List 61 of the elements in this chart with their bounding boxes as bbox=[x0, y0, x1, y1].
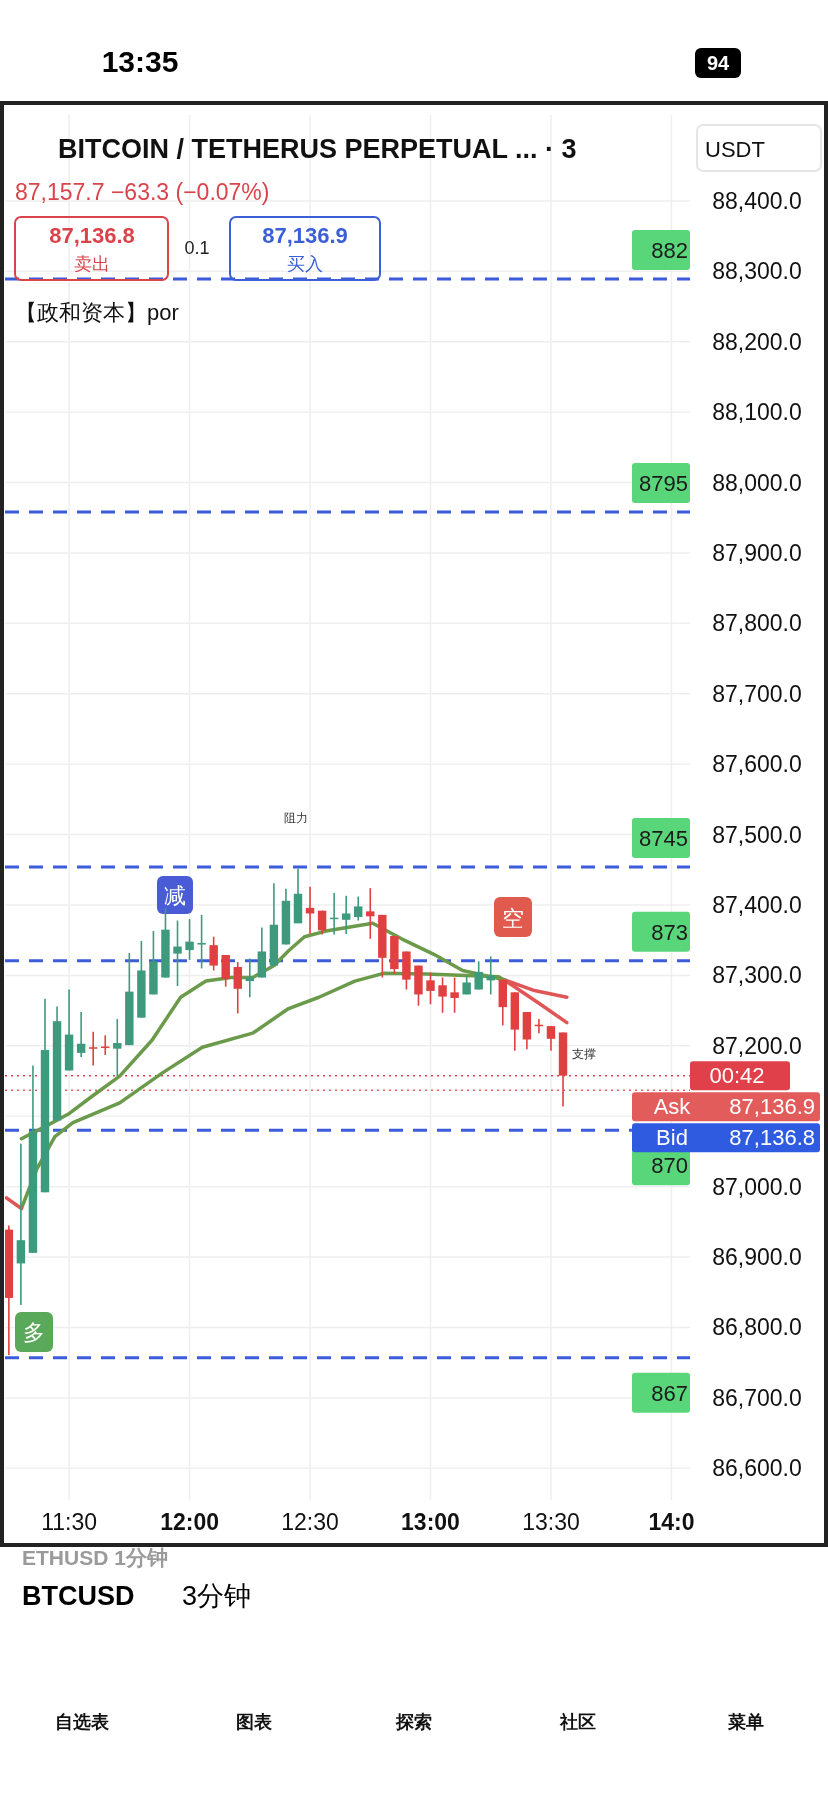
y-tick-label: 87,900.0 bbox=[712, 539, 802, 566]
annotation: 8795 bbox=[639, 471, 688, 497]
y-tick-label: 87,800.0 bbox=[712, 610, 802, 637]
annotation: 0.1 bbox=[184, 238, 210, 258]
text: 探索 bbox=[395, 1712, 432, 1732]
y-tick-label: 87,600.0 bbox=[712, 751, 802, 778]
y-tick-label: 86,900.0 bbox=[712, 1244, 802, 1271]
annotation: 多 bbox=[23, 1320, 45, 1345]
picture-signal-badge: 空 bbox=[494, 897, 532, 937]
y-tick-label: 87,700.0 bbox=[712, 680, 802, 707]
picture-signal-badge: 支撑 bbox=[570, 1046, 598, 1062]
annotation: 【政和资本】por bbox=[15, 300, 179, 325]
text: 社区 bbox=[559, 1712, 596, 1732]
y-tick-label: 86,800.0 bbox=[712, 1314, 802, 1341]
text: 3分钟 bbox=[182, 1581, 252, 1611]
annotation: 空 bbox=[502, 906, 524, 931]
text: 自选表 bbox=[55, 1712, 109, 1732]
y-tick-label: 88,300.0 bbox=[712, 258, 802, 285]
y-tick-label: 87,300.0 bbox=[712, 962, 802, 989]
annotation: 减 bbox=[164, 883, 186, 908]
y-tick-label: 87,500.0 bbox=[712, 821, 802, 848]
x-tick-label: 12:00 bbox=[160, 1509, 219, 1535]
x-tick-label: 12:30 bbox=[281, 1509, 339, 1535]
y-tick-label: 87,400.0 bbox=[712, 892, 802, 919]
text: ETHUSD 1分钟 bbox=[22, 1546, 168, 1569]
annotation: 870 bbox=[651, 1153, 688, 1179]
picture-signal-badge: 多 bbox=[15, 1312, 53, 1352]
annotation: 买入 bbox=[287, 254, 323, 274]
text: 87,136.9 bbox=[729, 1094, 815, 1120]
y-tick-label: 88,400.0 bbox=[712, 187, 802, 214]
annotation: 867 bbox=[651, 1380, 688, 1406]
annotation: 873 bbox=[651, 919, 688, 945]
annotation: 87,136.9 bbox=[262, 223, 348, 248]
y-tick-label: 86,700.0 bbox=[712, 1384, 802, 1411]
text: 87,157.7 −63.3 (−0.07%) bbox=[15, 179, 270, 205]
text: 菜单 bbox=[727, 1712, 764, 1732]
y-tick-label: 88,000.0 bbox=[712, 469, 802, 496]
y-tick-label: 88,200.0 bbox=[712, 328, 802, 355]
annotation: 87,136.8 bbox=[49, 223, 135, 248]
text: 94 bbox=[706, 52, 730, 74]
picture-price-tag: 00:42 bbox=[690, 1061, 790, 1091]
annotation: 8745 bbox=[639, 826, 688, 851]
x-tick-label: 13:30 bbox=[522, 1509, 580, 1535]
annotation: 卖出 bbox=[74, 254, 110, 274]
text: 图表 bbox=[236, 1712, 272, 1732]
annotation: 882 bbox=[651, 238, 688, 264]
x-tick-label: 14:0 bbox=[648, 1509, 695, 1535]
text: 13:35 bbox=[101, 45, 179, 78]
x-tick-label: 11:30 bbox=[41, 1509, 98, 1535]
y-tick-label: 88,100.0 bbox=[712, 399, 802, 426]
text: BTCUSD bbox=[22, 1581, 135, 1611]
annotation: Bid bbox=[656, 1125, 688, 1151]
ref-line-label: Ask bbox=[653, 1094, 692, 1120]
y-tick-label: 87,200.0 bbox=[712, 1032, 802, 1059]
annotation: 阻力 bbox=[284, 811, 308, 825]
text: 87,136.8 bbox=[729, 1125, 815, 1151]
y-tick-label: 86,600.0 bbox=[712, 1455, 802, 1482]
y-tick-label: 87,000.0 bbox=[712, 1173, 802, 1200]
text: USDT bbox=[705, 137, 765, 162]
text: BITCOIN / TETHERUS PERPETUAL ... · 3 bbox=[58, 134, 577, 164]
x-tick-label: 13:00 bbox=[401, 1509, 460, 1535]
